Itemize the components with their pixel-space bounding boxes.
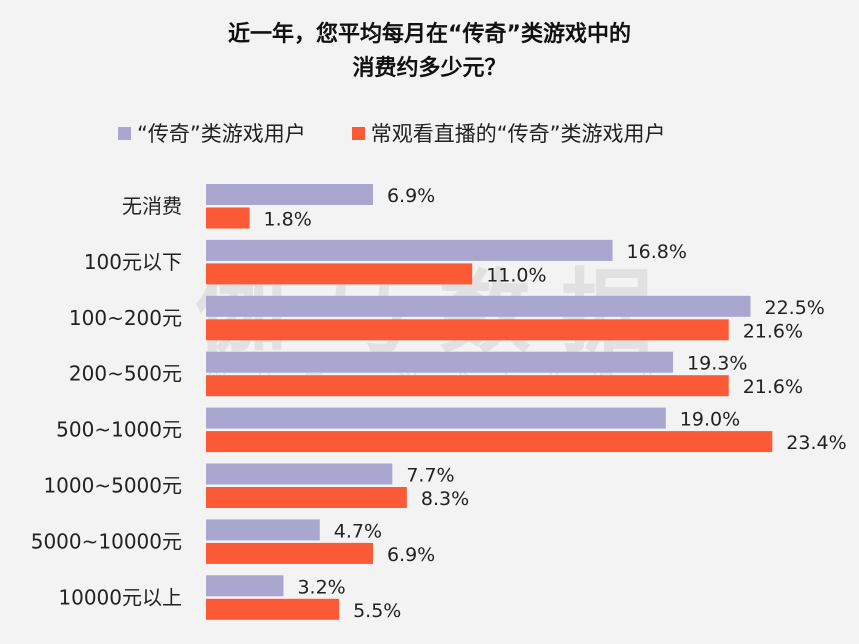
data-label: 1.8% bbox=[264, 209, 312, 231]
data-label: 3.2% bbox=[297, 576, 345, 598]
data-label: 5.5% bbox=[353, 600, 401, 622]
bar-series2 bbox=[206, 542, 373, 564]
bar-series2 bbox=[206, 431, 773, 453]
bar-series2 bbox=[206, 598, 340, 620]
legend: “传奇”类游戏用户 常观看直播的“传奇”类游戏用户 bbox=[118, 118, 666, 148]
legend-swatch bbox=[118, 126, 131, 140]
bar-series1 bbox=[206, 519, 320, 541]
category-label: 100元以下 bbox=[84, 250, 182, 274]
legend-swatch bbox=[351, 126, 365, 140]
bar-series1 bbox=[206, 351, 674, 373]
category-label: 500~1000元 bbox=[56, 418, 182, 442]
data-label: 7.7% bbox=[406, 465, 454, 487]
bar-series2 bbox=[206, 319, 729, 341]
bar-series1 bbox=[206, 239, 613, 261]
bar-series1 bbox=[206, 184, 373, 205]
data-label: 11.0% bbox=[486, 264, 546, 286]
data-label: 16.8% bbox=[627, 241, 687, 263]
category-label: 10000元以上 bbox=[58, 585, 182, 609]
data-label: 22.5% bbox=[765, 297, 825, 319]
bar-series2 bbox=[206, 207, 250, 229]
data-label: 6.9% bbox=[387, 185, 435, 207]
bar-series2 bbox=[206, 375, 729, 397]
category-label: 5000~10000元 bbox=[31, 529, 182, 553]
title-line-1: 近一年，您平均每月在“传奇”类游戏中的 bbox=[228, 22, 631, 47]
category-label: 100~200元 bbox=[69, 306, 182, 330]
category-label: 无消费 bbox=[122, 194, 182, 218]
bar-series1 bbox=[206, 575, 284, 597]
bar-series1 bbox=[206, 407, 666, 429]
data-label: 21.6% bbox=[743, 320, 803, 342]
legend-label: 常观看直播的“传奇”类游戏用户 bbox=[370, 122, 666, 146]
data-label: 19.3% bbox=[687, 353, 747, 375]
title-line-2: 消费约多少元？ bbox=[352, 56, 507, 81]
data-label: 6.9% bbox=[387, 544, 435, 566]
category-label: 200~500元 bbox=[69, 362, 182, 386]
legend-label: “传奇”类游戏用户 bbox=[137, 122, 306, 146]
data-label: 23.4% bbox=[786, 432, 846, 454]
data-label: 19.0% bbox=[680, 409, 740, 431]
category-label: 1000~5000元 bbox=[43, 474, 182, 498]
data-label: 21.6% bbox=[743, 376, 803, 398]
bar-series1 bbox=[206, 463, 393, 485]
bar-series1 bbox=[206, 295, 751, 317]
legend-item-2: 常观看直播的“传奇”类游戏用户 bbox=[351, 118, 666, 148]
legend-item-1: “传奇”类游戏用户 bbox=[118, 118, 306, 148]
data-label: 8.3% bbox=[421, 488, 469, 510]
data-label: 4.7% bbox=[334, 520, 382, 542]
bar-series2 bbox=[206, 263, 473, 285]
bar-series2 bbox=[206, 487, 407, 508]
chart-title: 近一年，您平均每月在“传奇”类游戏中的 消费约多少元？ bbox=[0, 18, 859, 86]
